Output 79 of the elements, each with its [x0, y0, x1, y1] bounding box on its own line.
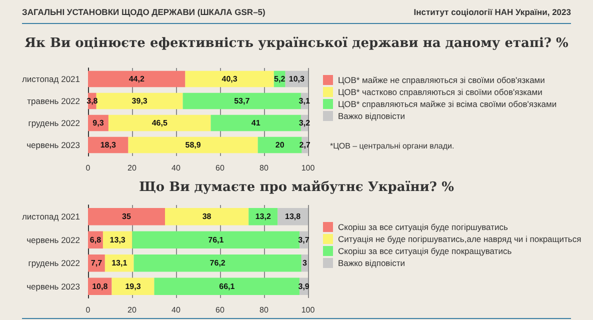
data-label: 3	[302, 258, 308, 268]
x-tick-label: 0	[86, 164, 91, 172]
y-tick-label: грудень 2022	[28, 118, 80, 128]
data-label: 40,3	[222, 74, 238, 84]
bar	[185, 70, 274, 88]
data-label: 39,3	[132, 96, 148, 106]
data-label: 13,8	[285, 212, 302, 222]
legend-label: ЦОВ* справляються майже зі всіма своїми обов'язками	[338, 99, 557, 109]
x-tick-label: 0	[86, 306, 91, 314]
bar	[96, 92, 183, 110]
data-label: 5,2	[274, 74, 286, 84]
data-label: 3,1	[298, 96, 310, 106]
legend-label: ЦОВ* частково справляються зі своїми обов'язками	[338, 87, 543, 97]
bar	[154, 278, 300, 295]
data-label: 58,9	[185, 140, 202, 150]
x-tick-label: 20	[128, 306, 137, 314]
legend-label: Скоріш за все ситуація буде погіршуватись	[338, 222, 508, 232]
x-tick-label: 40	[172, 164, 181, 172]
chart-title: Як Ви оцінюєте ефективність української держави на даному етапі? %	[24, 36, 570, 51]
data-label: 13,3	[110, 235, 126, 244]
data-label: 3,8	[86, 96, 98, 106]
text: Інститут соціології НАН України, 2023	[414, 6, 571, 16]
x-tick-label: 40	[172, 306, 181, 314]
data-label: 46,5	[152, 118, 168, 128]
data-label: 76,2	[210, 258, 226, 268]
data-label: 3,9	[298, 282, 310, 291]
data-label: 3,2	[298, 118, 311, 128]
bar	[128, 136, 258, 154]
data-label: 10,8	[92, 282, 108, 291]
bar	[108, 114, 211, 132]
data-label: 20	[275, 140, 285, 150]
y-tick-label: листопад 2021	[22, 212, 80, 222]
data-label: 2,7	[299, 140, 311, 150]
data-label: 10,3	[288, 74, 305, 84]
bar	[165, 208, 249, 226]
data-label: 13,1	[112, 258, 128, 268]
data-label: 18,3	[100, 140, 116, 150]
data-label: 35	[122, 212, 132, 222]
bar	[132, 231, 300, 248]
x-tick-label: 100	[301, 306, 316, 314]
text: ЗАГАЛЬНІ УСТАНОВКИ ЩОДО ДЕРЖАВИ (ШКАЛА GSR–5)	[22, 6, 266, 16]
data-label: 7,7	[90, 258, 103, 268]
bar	[88, 70, 186, 88]
data-label: 41	[251, 118, 261, 128]
data-label: 76,1	[208, 235, 224, 244]
y-tick-label: грудень 2022	[28, 258, 80, 268]
legend-label: Скоріш за все ситуація буде покращуватись	[338, 246, 512, 256]
x-tick-label: 80	[260, 164, 269, 172]
y-tick-label: червень 2022	[26, 234, 80, 245]
x-tick-label: 80	[260, 306, 269, 314]
legend-label: Важко відповісти	[338, 258, 406, 268]
data-label: 66,1	[219, 282, 236, 291]
x-tick-label: 100	[301, 164, 316, 172]
legend-label: Ситуація не буде погіршуватись,але навряд чи і покращиться	[338, 234, 582, 244]
bar	[112, 278, 154, 295]
data-label: 19,3	[125, 282, 142, 291]
x-tick-label: 60	[216, 164, 225, 172]
y-tick-label: листопад 2021	[22, 74, 80, 84]
bar	[134, 254, 302, 272]
legend-label: ЦОВ* майже не справляються зі своїми обов'язками	[338, 75, 546, 85]
data-label: 13,2	[255, 212, 272, 222]
bar	[88, 136, 128, 154]
data-label: 53,7	[234, 96, 250, 106]
legend-label: Важко відповісти	[338, 111, 406, 121]
chart-title: Що Ви думаєте про майбутнє України? %	[139, 180, 455, 195]
data-label: 9,3	[92, 118, 104, 128]
y-tick-label: червень 2023	[26, 281, 80, 292]
text: *ЦОВ – центральні органи влади.	[330, 142, 454, 150]
x-tick-label: 20	[128, 164, 137, 172]
bar	[210, 114, 301, 132]
y-tick-label: травень 2022	[27, 96, 80, 106]
data-label: 38	[202, 212, 212, 222]
data-label: 6,8	[90, 235, 102, 244]
x-tick-label: 60	[216, 306, 225, 314]
data-label: 44,2	[128, 74, 145, 84]
bar	[182, 92, 301, 110]
data-label: 3,7	[298, 235, 310, 244]
bar	[88, 208, 165, 226]
y-tick-label: червень 2023	[26, 140, 80, 150]
